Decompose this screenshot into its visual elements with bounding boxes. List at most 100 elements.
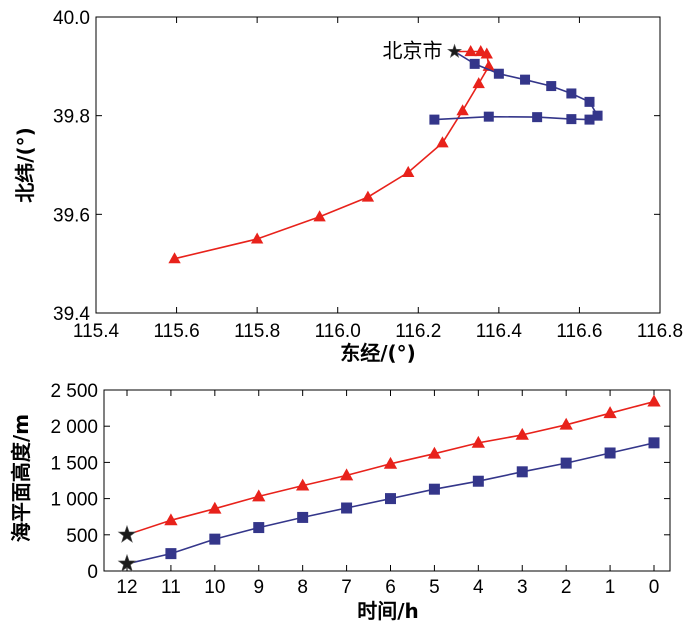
altitude-point-triangle bbox=[603, 406, 617, 419]
altitude-x-tick-label: 4 bbox=[473, 577, 484, 598]
trajectory-y-tick-label: 39.4 bbox=[53, 304, 90, 325]
trajectory-point-triangle bbox=[464, 45, 477, 57]
trajectory-x-tick-label: 115.4 bbox=[73, 321, 120, 342]
trajectory-point-square bbox=[520, 74, 531, 85]
trajectory-annotation: 北京市 bbox=[383, 39, 463, 63]
altitude-x-tick-label: 10 bbox=[204, 577, 225, 598]
trajectory-point-square bbox=[469, 58, 480, 69]
altitude-point-square bbox=[560, 457, 572, 469]
altitude-x-tick-label: 3 bbox=[517, 577, 528, 598]
trajectory-y-tick-label: 40.0 bbox=[53, 8, 90, 29]
beijing-star-marker bbox=[447, 43, 463, 58]
trajectory-point-square bbox=[584, 96, 595, 107]
altitude-point-triangle bbox=[164, 513, 178, 526]
trajectory-x-tick-label: 115.6 bbox=[154, 321, 200, 342]
altitude-x-tick-label: 7 bbox=[341, 577, 352, 598]
altitude-series-1 bbox=[117, 437, 660, 572]
altitude-x-tick-label: 2 bbox=[561, 577, 572, 598]
trajectory-x-tick-label: 116.4 bbox=[476, 321, 523, 342]
altitude-point-triangle bbox=[252, 489, 266, 502]
trajectory-point-triangle bbox=[361, 190, 375, 202]
trajectory-series-1 bbox=[429, 50, 603, 125]
trajectory-series-line bbox=[434, 50, 599, 121]
trajectory-point-triangle bbox=[456, 104, 469, 116]
trajectory-point-triangle bbox=[250, 232, 264, 244]
trajectory-point-triangle bbox=[168, 252, 181, 264]
altitude-point-square bbox=[472, 475, 484, 487]
altitude-x-tick-label: 1 bbox=[605, 577, 616, 598]
altitude-x-tick-label: 9 bbox=[253, 577, 264, 598]
altitude-series bbox=[117, 394, 661, 572]
altitude-y-tick-label: 1 500 bbox=[50, 453, 98, 474]
trajectory-point-triangle bbox=[402, 165, 415, 177]
trajectory-series bbox=[168, 45, 603, 264]
trajectory-point-square bbox=[546, 81, 557, 92]
trajectory-point-square bbox=[584, 114, 595, 125]
trajectory-point-square bbox=[592, 110, 603, 121]
altitude-y-tick-label: 2 500 bbox=[50, 381, 98, 402]
trajectory-point-square bbox=[429, 114, 440, 125]
altitude-y-tick-label: 500 bbox=[66, 526, 98, 547]
trajectory-x-tick-label: 116.6 bbox=[556, 321, 602, 342]
altitude-point-square bbox=[648, 437, 660, 449]
altitude-point-square bbox=[253, 522, 265, 534]
altitude-point-square bbox=[516, 466, 528, 478]
altitude-y-axis-title: 海平面高度/m bbox=[9, 414, 33, 542]
altitude-x-tick-label: 12 bbox=[116, 577, 137, 598]
trajectory-point-square bbox=[493, 68, 504, 79]
altitude-point-triangle bbox=[427, 446, 442, 459]
altitude-point-triangle bbox=[515, 427, 529, 440]
trajectory-point-square bbox=[483, 111, 494, 122]
trajectory-plot-frame bbox=[95, 16, 661, 314]
beijing-label: 北京市 bbox=[383, 39, 443, 63]
altitude-point-square bbox=[165, 548, 177, 560]
altitude-x-tick-label: 11 bbox=[161, 577, 181, 598]
trajectory-x-tick-label: 115.8 bbox=[234, 321, 280, 342]
trajectory-chart: 115.4 115.6 115.8 116.0 116.2 116.4 116.6 116.8… bbox=[13, 8, 683, 365]
trajectory-point-triangle bbox=[472, 77, 485, 89]
trajectory-point-square bbox=[532, 112, 543, 123]
altitude-point-square bbox=[604, 447, 616, 459]
altitude-point-triangle bbox=[208, 501, 222, 514]
trajectory-x-tick-label: 116.8 bbox=[637, 321, 683, 342]
trajectory-point-triangle bbox=[313, 210, 326, 222]
trajectory-y-axis-title: 北纬/(°) bbox=[13, 127, 37, 203]
trajectory-x-tick-label: 116.0 bbox=[315, 321, 361, 342]
altitude-series-0 bbox=[117, 394, 661, 543]
altitude-y-tick-label: 0 bbox=[87, 562, 98, 583]
trajectory-point-triangle bbox=[436, 136, 449, 148]
trajectory-ticks: 115.4 115.6 115.8 116.0 116.2 116.4 116.6 116.8… bbox=[53, 8, 683, 342]
altitude-start-star-marker bbox=[117, 524, 137, 543]
altitude-start-star-marker bbox=[117, 553, 137, 572]
altitude-x-tick-label: 0 bbox=[649, 577, 660, 598]
altitude-point-triangle bbox=[559, 417, 573, 430]
altitude-point-triangle bbox=[339, 468, 354, 481]
trajectory-series-0 bbox=[168, 45, 495, 264]
trajectory-point-square bbox=[566, 114, 577, 125]
altitude-point-square bbox=[385, 493, 396, 505]
altitude-point-triangle bbox=[383, 456, 398, 469]
altitude-point-square bbox=[297, 511, 309, 523]
trajectory-series-line bbox=[174, 50, 490, 260]
trajectory-x-axis-title: 东经/(°) bbox=[340, 341, 416, 365]
trajectory-point-triangle bbox=[480, 47, 493, 59]
altitude-point-square bbox=[428, 483, 440, 495]
trajectory-x-tick-label: 116.2 bbox=[395, 321, 441, 342]
altitude-x-tick-label: 5 bbox=[429, 577, 440, 598]
altitude-point-triangle bbox=[647, 394, 661, 407]
altitude-plot-frame bbox=[103, 389, 671, 572]
trajectory-y-tick-label: 39.8 bbox=[53, 107, 90, 128]
altitude-point-triangle bbox=[296, 478, 310, 491]
altitude-x-tick-label: 6 bbox=[385, 577, 396, 598]
altitude-point-square bbox=[341, 502, 353, 514]
altitude-x-tick-label: 8 bbox=[297, 577, 308, 598]
altitude-point-triangle bbox=[471, 435, 485, 448]
altitude-y-tick-label: 1 000 bbox=[50, 490, 98, 511]
altitude-x-axis-title: 时间/h bbox=[357, 599, 419, 623]
trajectory-y-tick-label: 39.6 bbox=[53, 205, 90, 226]
altitude-point-square bbox=[209, 533, 221, 545]
altitude-y-tick-label: 2 000 bbox=[50, 417, 98, 438]
